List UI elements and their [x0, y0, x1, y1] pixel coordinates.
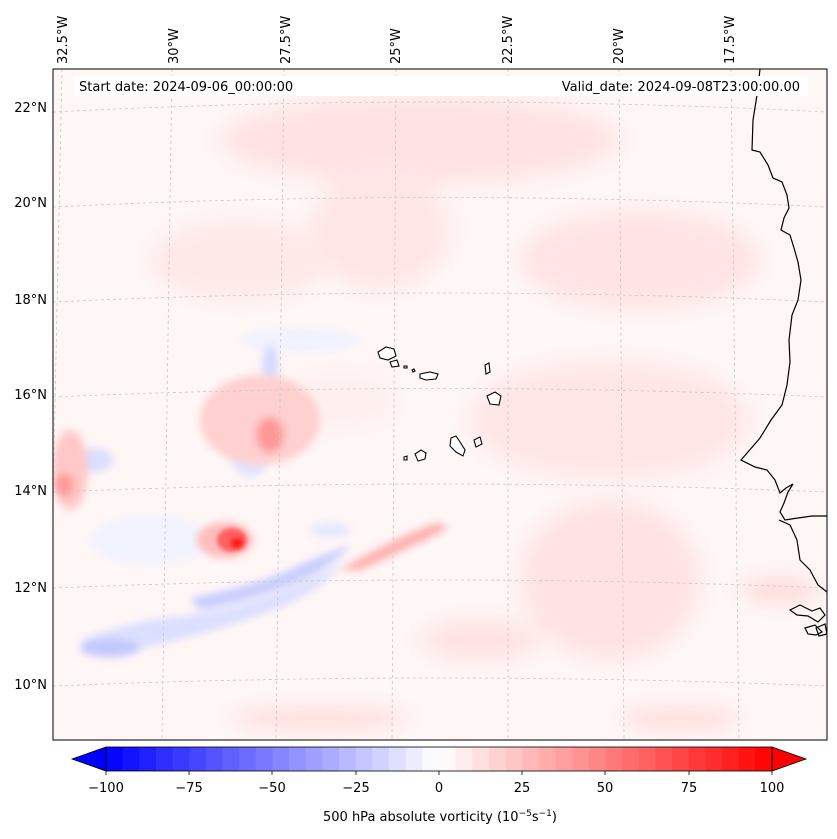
colorbar-cell: [172, 747, 190, 771]
vorticity-max-core: [217, 528, 247, 552]
date-info-background: [74, 76, 808, 96]
latitude-tick-labels: 22°N 20°N 18°N 16°N 14°N 12°N 10°N: [14, 101, 47, 693]
colorbar: −100 −75 −50 −25 0 25 50 75 100 500 hPa …: [70, 746, 808, 825]
lon-label-25w: 25°W: [389, 28, 404, 64]
cb-tick-label: 50: [597, 781, 614, 796]
colorbar-cell: [522, 747, 540, 771]
colorbar-title-exp2: −1: [539, 809, 552, 819]
cb-tick-label: −25: [342, 781, 369, 796]
colorbar-cell: [672, 747, 690, 771]
start-date-label: Start date: 2024-09-06_00:00:00: [79, 80, 293, 95]
longitude-tick-labels: 32.5°W 30°W 27.5°W 25°W 22.5°W 20°W 17.5…: [56, 16, 738, 64]
map-panel: [53, 69, 827, 740]
colorbar-cell: [255, 747, 273, 771]
lat-label-12n: 12°N: [14, 581, 47, 596]
colorbar-cell: [389, 747, 407, 771]
colorbar-cell: [655, 747, 673, 771]
colorbar-cell: [222, 747, 240, 771]
colorbar-cell: [305, 747, 323, 771]
colorbar-cell: [622, 747, 640, 771]
colorbar-cell: [588, 747, 606, 771]
colorbar-cell: [322, 747, 340, 771]
colorbar-title: 500 hPa absolute vorticity (10−5s−1): [323, 809, 557, 825]
colorbar-cell: [155, 747, 173, 771]
colorbar-title-main: 500 hPa absolute vorticity (10: [323, 810, 519, 825]
colorbar-title-mid: s: [532, 810, 539, 825]
lon-label-22-5w: 22.5°W: [501, 16, 516, 64]
coastline: [740, 69, 827, 637]
colorbar-cell: [139, 747, 157, 771]
colorbar-cell: [405, 747, 423, 771]
lat-label-10n: 10°N: [14, 678, 47, 693]
colorbar-cell: [239, 747, 257, 771]
colorbar-cell: [688, 747, 706, 771]
colorbar-cell: [738, 747, 756, 771]
cape-verde-islands: [377, 346, 502, 462]
cb-tick-label: 0: [435, 781, 443, 796]
colorbar-ticks: [105, 771, 773, 775]
colorbar-cell: [472, 747, 490, 771]
colorbar-cell: [705, 747, 723, 771]
colorbar-cell: [106, 747, 124, 771]
vorticity-field-weak: [150, 95, 820, 728]
colorbar-cell: [272, 747, 290, 771]
colorbar-cell: [605, 747, 623, 771]
lat-label-16n: 16°N: [14, 388, 47, 403]
colorbar-cell: [339, 747, 357, 771]
lon-label-20w: 20°W: [612, 28, 627, 64]
colorbar-cell: [538, 747, 556, 771]
colorbar-title-end: ): [552, 810, 557, 825]
colorbar-cell: [422, 747, 440, 771]
colorbar-cell: [355, 747, 373, 771]
lat-label-14n: 14°N: [14, 484, 47, 499]
valid-date-label: Valid_date: 2024-09-08T23:00:00.00: [562, 80, 800, 95]
colorbar-extend-min: [70, 746, 107, 772]
lon-label-27-5w: 27.5°W: [279, 16, 294, 64]
colorbar-cell: [488, 747, 506, 771]
cb-tick-label: 75: [681, 781, 698, 796]
colorbar-cell: [439, 747, 457, 771]
colorbar-cell: [722, 747, 740, 771]
lat-label-18n: 18°N: [14, 293, 47, 308]
map-frame: [52, 68, 828, 741]
colorbar-cell: [372, 747, 390, 771]
colorbar-cell: [455, 747, 473, 771]
cb-tick-label: −50: [258, 781, 285, 796]
colorbar-cell: [122, 747, 140, 771]
cb-tick-label: 25: [514, 781, 531, 796]
lon-label-30w: 30°W: [167, 28, 182, 64]
colorbar-tick-labels: −100 −75 −50 −25 0 25 50 75 100: [88, 781, 784, 796]
colorbar-cell: [572, 747, 590, 771]
colorbar-cells: [106, 747, 773, 771]
lon-label-32-5w: 32.5°W: [56, 16, 71, 64]
cb-tick-label: −75: [175, 781, 202, 796]
colorbar-cell: [189, 747, 207, 771]
date-info-box: Start date: 2024-09-06_00:00:00 Valid_da…: [74, 76, 808, 96]
colorbar-cell: [289, 747, 307, 771]
gridlines: [53, 69, 827, 740]
lon-label-17-5w: 17.5°W: [723, 16, 738, 64]
colorbar-cell: [638, 747, 656, 771]
cb-tick-label: −100: [88, 781, 124, 796]
colorbar-cell: [505, 747, 523, 771]
colorbar-extend-max: [771, 746, 808, 772]
colorbar-cell: [755, 747, 773, 771]
colorbar-cell: [205, 747, 223, 771]
colorbar-title-exp1: −5: [519, 809, 532, 819]
lat-label-20n: 20°N: [14, 196, 47, 211]
lat-label-22n: 22°N: [14, 101, 47, 116]
cb-tick-label: 100: [760, 781, 785, 796]
colorbar-cell: [555, 747, 573, 771]
